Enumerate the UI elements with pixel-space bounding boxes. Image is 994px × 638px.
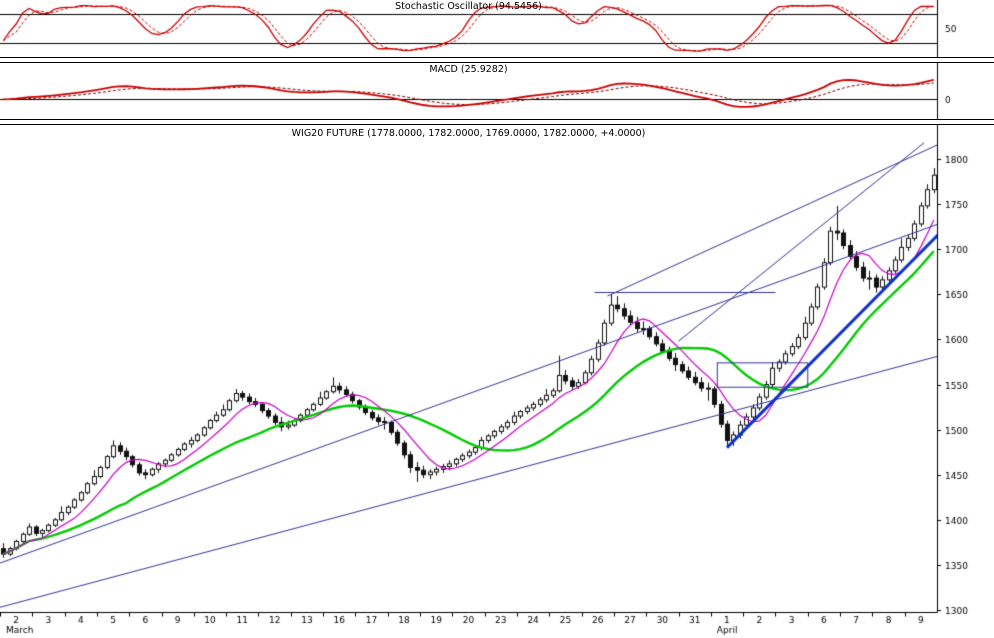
panel-separator xyxy=(0,120,994,124)
macd-canvas xyxy=(0,63,994,119)
price-panel: WIG20 FUTURE (1778.0000, 1782.0000, 1769… xyxy=(0,124,994,638)
macd-panel: MACD (25.9282) xyxy=(0,62,994,120)
stochastic-canvas xyxy=(0,0,994,57)
price-canvas xyxy=(0,125,994,638)
panel-separator xyxy=(0,58,994,62)
stochastic-panel: Stochastic Oscillator (94.5456) xyxy=(0,0,994,58)
